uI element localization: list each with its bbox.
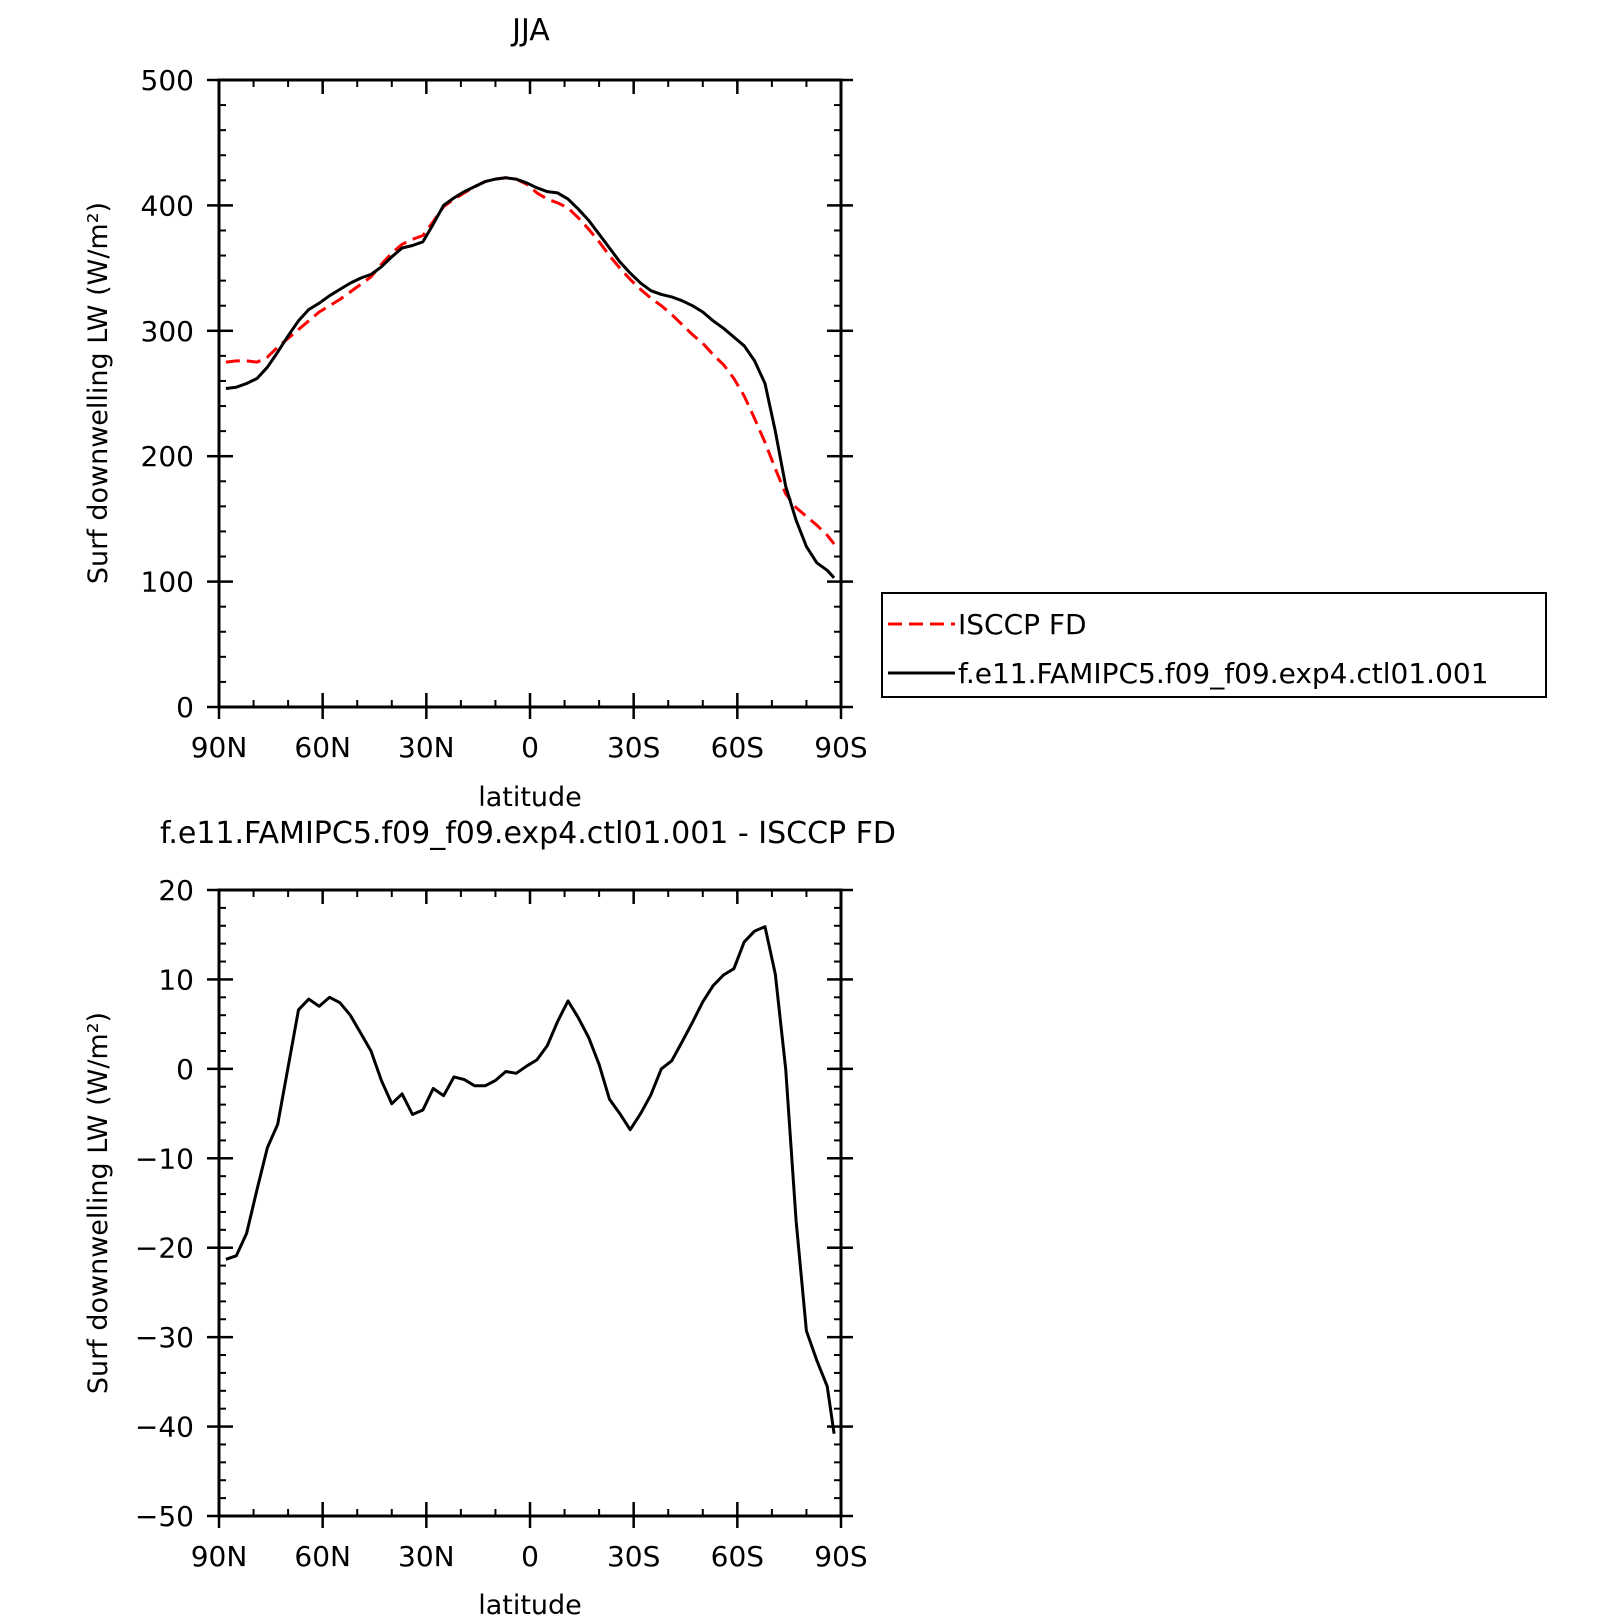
top-chart-y-tick-label: 0 [176, 691, 194, 724]
bottom-chart-y-axis-label: Surf downwelling LW (W/m²) [83, 1012, 114, 1394]
top-chart-series [225, 176, 836, 579]
top-chart-y-tick-label: 500 [141, 64, 194, 97]
top-chart-y-tick-label: 200 [141, 440, 194, 473]
bottom-chart-x-tick-label: 90N [191, 1540, 248, 1573]
bottom-chart-y-tick-label: 0 [176, 1053, 194, 1086]
legend: ISCCP FD f.e11.FAMIPC5.f09_f09.exp4.ctl0… [881, 592, 1547, 698]
top-chart-ticks [207, 78, 853, 719]
top-chart-y-tick-label: 300 [141, 315, 194, 348]
bottom-chart-x-tick-label: 30N [398, 1540, 455, 1573]
top-chart-tick-labels: 90N 60N 30N 0 30S 60S 90S 0 100 200 300 400 500 [141, 64, 868, 764]
bottom-chart-y-tick-label: −40 [135, 1411, 194, 1444]
bottom-chart-series [225, 925, 836, 1434]
bottom-chart-x-tick-label: 60N [294, 1540, 351, 1573]
bottom-chart-x-axis-label: latitude [478, 1590, 582, 1619]
bottom-chart-y-tick-label: 10 [158, 963, 194, 996]
top-chart-x-axis-label: latitude [478, 782, 582, 813]
top-chart-y-tick-label: 400 [141, 189, 194, 222]
top-chart-x-tick-label: 30S [607, 731, 660, 764]
bottom-chart-x-tick-label: 90S [814, 1540, 867, 1573]
bottom-chart: f.e11.FAMIPC5.f09_f09.exp4.ctl01.001 - I… [83, 816, 896, 1619]
bottom-chart-y-tick-label: −30 [135, 1321, 194, 1354]
bottom-chart-title: f.e11.FAMIPC5.f09_f09.exp4.ctl01.001 - I… [160, 816, 896, 851]
bottom-chart-series-line-1 [225, 925, 836, 1434]
top-chart-title: JJA [510, 13, 550, 48]
bottom-chart-y-tick-label: −10 [135, 1142, 194, 1175]
top-chart-plot-frame [217, 78, 843, 709]
top-chart-x-tick-label: 0 [521, 731, 539, 764]
bottom-chart-x-tick-label: 0 [521, 1540, 539, 1573]
bottom-chart-plot-frame [217, 888, 843, 1518]
bottom-chart-x-tick-label: 30S [607, 1540, 660, 1573]
bottom-chart-y-tick-label: 20 [158, 874, 194, 907]
top-chart-x-tick-label: 60S [711, 731, 764, 764]
top-chart-series-line-1 [225, 176, 836, 545]
top-chart-x-tick-label: 90N [191, 731, 248, 764]
legend-box [881, 592, 1547, 698]
top-chart-x-tick-label: 90S [814, 731, 867, 764]
top-chart: JJA 90N 60N 30N 0 30S 60S 90S0100200300400500 … [83, 13, 1547, 813]
bottom-chart-tick-labels: 90N 60N 30N 0 30S 60S 90S −50 −40 −30 −20 −10 0 10 20 [135, 874, 868, 1573]
bottom-chart-x-tick-label: 60S [711, 1540, 764, 1573]
legend-label-model: f.e11.FAMIPC5.f09_f09.exp4.ctl01.001 [958, 657, 1489, 690]
top-chart-x-tick-label: 60N [294, 731, 351, 764]
bottom-chart-ticks [207, 888, 853, 1528]
legend-label-isccp: ISCCP FD [958, 608, 1087, 641]
top-chart-y-tick-label: 100 [141, 566, 194, 599]
bottom-chart-y-tick-label: −50 [135, 1500, 194, 1533]
top-chart-x-tick-label: 30N [398, 731, 455, 764]
top-chart-y-axis-label: Surf downwelling LW (W/m²) [83, 202, 114, 584]
top-chart-series-line-2 [225, 176, 836, 579]
bottom-chart-y-tick-label: −20 [135, 1232, 194, 1265]
